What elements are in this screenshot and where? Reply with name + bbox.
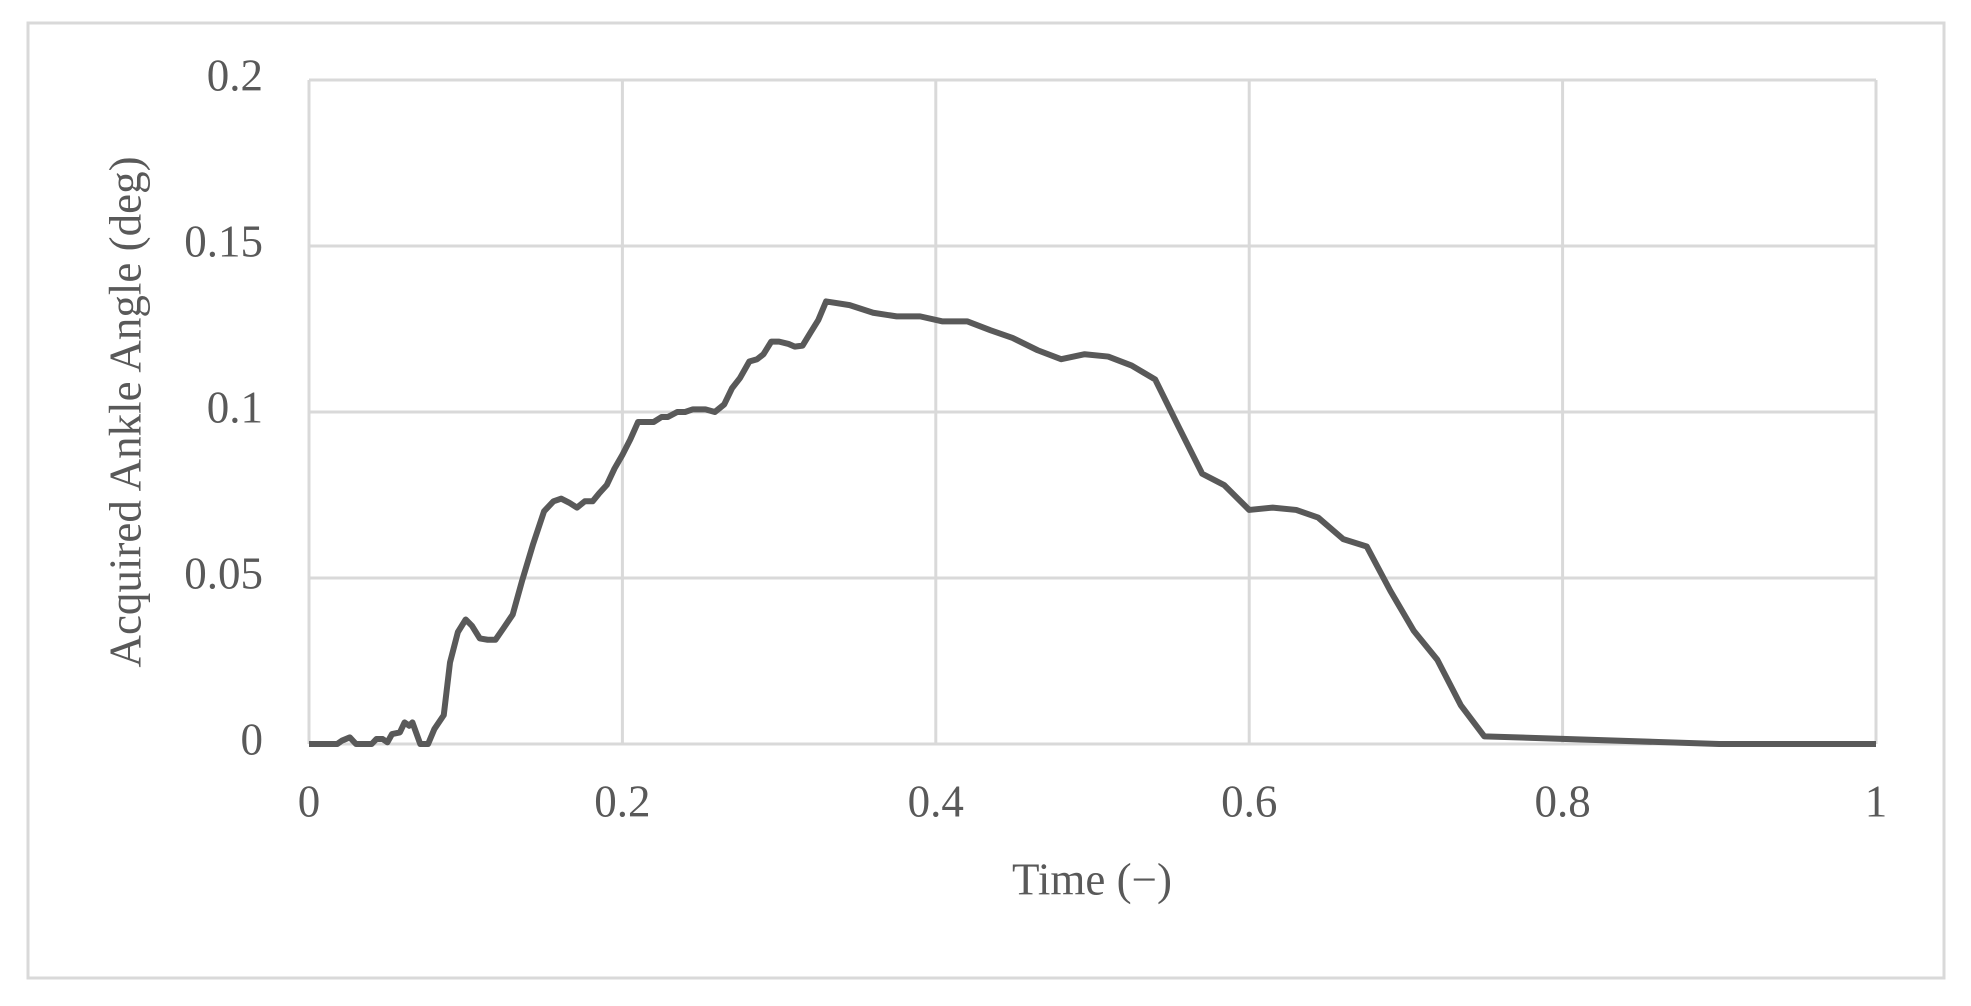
chart-border: [26, 21, 1946, 980]
data-line: [309, 298, 1876, 747]
x-tick-label: 1: [1865, 776, 1888, 826]
y-tick-label: 0.2: [207, 50, 263, 100]
y-axis-label: Acquired Ankle Angle (deg): [100, 156, 150, 667]
x-tick-label: 0.4: [908, 776, 964, 826]
y-tick-label: 0.05: [184, 548, 263, 598]
x-tick-label: 0.2: [594, 776, 650, 826]
y-tick-label: 0: [241, 714, 264, 764]
y-tick-label: 0.15: [184, 216, 263, 266]
x-axis-label: Time (−): [1012, 854, 1172, 904]
y-tick-label: 0.1: [207, 382, 263, 432]
x-tick-label: 0.6: [1221, 776, 1277, 826]
x-tick-label: 0: [298, 776, 321, 826]
x-tick-label: 0.8: [1534, 776, 1590, 826]
